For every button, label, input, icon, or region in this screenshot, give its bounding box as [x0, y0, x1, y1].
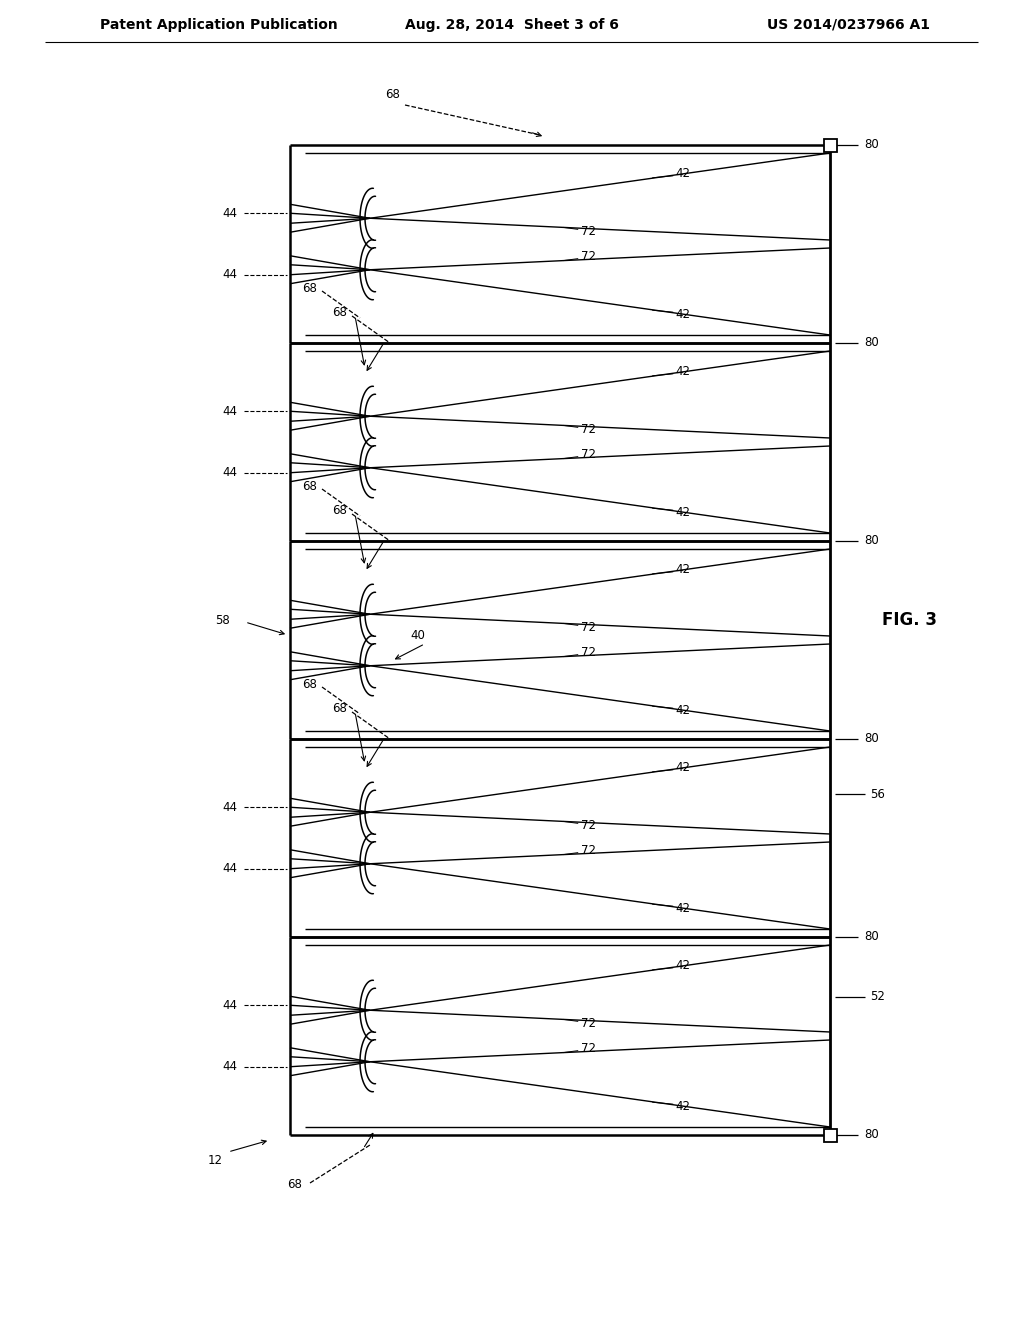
Text: 68: 68	[333, 306, 347, 319]
Text: 72: 72	[581, 224, 596, 238]
Text: 72: 72	[581, 620, 596, 634]
Text: 72: 72	[581, 843, 596, 857]
Text: 44: 44	[222, 207, 238, 220]
Text: 72: 72	[581, 645, 596, 659]
Text: 44: 44	[222, 999, 238, 1012]
Text: 42: 42	[676, 366, 691, 379]
Text: 56: 56	[870, 788, 886, 800]
Text: 42: 42	[676, 902, 691, 915]
Text: 68: 68	[386, 88, 400, 102]
Text: Aug. 28, 2014  Sheet 3 of 6: Aug. 28, 2014 Sheet 3 of 6	[406, 18, 618, 32]
Text: 58: 58	[215, 614, 229, 627]
Text: 52: 52	[870, 990, 886, 1003]
Text: 42: 42	[676, 564, 691, 577]
Text: US 2014/0237966 A1: US 2014/0237966 A1	[767, 18, 930, 32]
Text: 42: 42	[676, 960, 691, 973]
Text: 68: 68	[302, 479, 317, 492]
Text: 42: 42	[676, 1100, 691, 1113]
Text: 72: 72	[581, 249, 596, 263]
Text: 68: 68	[333, 702, 347, 715]
Text: 80: 80	[864, 1129, 880, 1142]
Text: 80: 80	[864, 931, 880, 944]
Text: 72: 72	[581, 447, 596, 461]
Text: 44: 44	[222, 862, 238, 875]
Text: 68: 68	[302, 677, 317, 690]
Text: 44: 44	[222, 801, 238, 814]
Text: 72: 72	[581, 1016, 596, 1030]
Text: 44: 44	[222, 268, 238, 281]
Text: 72: 72	[581, 1041, 596, 1055]
Text: 42: 42	[676, 762, 691, 775]
Text: 72: 72	[581, 422, 596, 436]
Text: 12: 12	[208, 1154, 222, 1167]
Text: 80: 80	[864, 337, 880, 350]
Text: 68: 68	[333, 504, 347, 517]
Text: 80: 80	[864, 733, 880, 746]
Text: 42: 42	[676, 506, 691, 519]
Text: 68: 68	[302, 281, 317, 294]
Text: 42: 42	[676, 308, 691, 321]
Bar	[823, 139, 837, 152]
Text: 44: 44	[222, 405, 238, 418]
Text: 40: 40	[411, 630, 425, 643]
Text: 72: 72	[581, 818, 596, 832]
Text: 68: 68	[288, 1179, 302, 1192]
Text: 80: 80	[864, 139, 880, 152]
Text: 44: 44	[222, 1060, 238, 1073]
Text: FIG. 3: FIG. 3	[883, 611, 938, 630]
Text: 42: 42	[676, 168, 691, 181]
Text: 80: 80	[864, 535, 880, 548]
Text: 42: 42	[676, 704, 691, 717]
Text: 44: 44	[222, 466, 238, 479]
Text: Patent Application Publication: Patent Application Publication	[100, 18, 338, 32]
Bar	[823, 1129, 837, 1142]
